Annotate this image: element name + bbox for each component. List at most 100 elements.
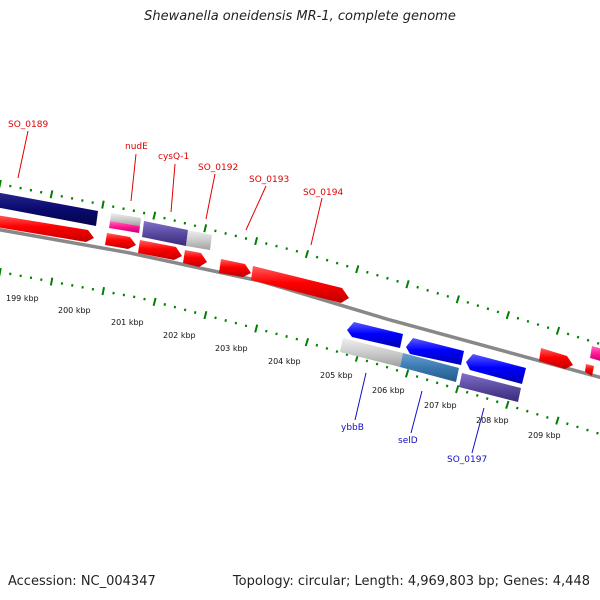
outer-minor-tick	[386, 276, 389, 280]
inner-tick-track	[0, 267, 599, 435]
outer-minor-tick	[224, 231, 227, 235]
gene-label-so0193[interactable]: SO_0193	[249, 175, 289, 185]
gene-label-so0197[interactable]: SO_0197	[447, 455, 487, 465]
gene-purple-cysq[interactable]	[142, 221, 188, 246]
outer-minor-tick	[526, 319, 530, 323]
inner-minor-tick	[525, 409, 529, 413]
inner-minor-tick	[143, 297, 146, 301]
outer-minor-tick	[446, 294, 450, 298]
gene-blue-3[interactable]	[466, 354, 526, 384]
gene-red-7[interactable]	[539, 348, 573, 369]
inner-minor-tick	[495, 400, 499, 404]
inner-major-tick	[254, 324, 259, 333]
gene-pink[interactable]	[109, 221, 140, 233]
inner-minor-tick	[586, 428, 589, 432]
inner-minor-tick	[315, 343, 319, 347]
inner-minor-tick	[295, 337, 299, 341]
outer-major-tick	[505, 310, 511, 320]
outer-minor-tick	[214, 229, 217, 233]
outer-tick-track	[0, 179, 600, 345]
outer-minor-tick	[315, 255, 319, 259]
gene-red-2[interactable]	[105, 233, 136, 249]
ruler-label: 202 kbp	[163, 331, 196, 340]
ruler-label: 204 kbp	[268, 357, 301, 366]
accession-text: Accession: NC_004347	[8, 574, 156, 589]
gene-navy[interactable]	[0, 191, 98, 226]
gene-red-5[interactable]	[219, 259, 251, 277]
inner-minor-tick	[515, 406, 519, 410]
inner-minor-tick	[214, 316, 217, 320]
ruler-label: 205 kbp	[320, 371, 353, 380]
gene-grey-nude[interactable]	[110, 213, 141, 226]
gene-red-6[interactable]	[251, 266, 349, 303]
genome-info-text: Topology: circular; Length: 4,969,803 bp…	[232, 574, 590, 589]
inner-minor-tick	[576, 425, 579, 429]
inner-minor-tick	[224, 319, 227, 322]
inner-minor-tick	[375, 362, 379, 366]
outer-minor-tick	[91, 201, 94, 204]
gene-steelblue-seld[interactable]	[400, 353, 459, 382]
inner-minor-tick	[445, 384, 449, 388]
inner-minor-tick	[385, 365, 389, 369]
gene-grey-so0192[interactable]	[186, 230, 212, 250]
inner-minor-tick	[60, 282, 64, 285]
outer-minor-tick	[81, 199, 84, 202]
gene-label-ybbb[interactable]: ybbB	[341, 423, 364, 433]
outer-minor-tick	[173, 219, 176, 223]
gene-label-nude[interactable]: nudE	[125, 142, 148, 152]
gene-red-1[interactable]	[0, 214, 94, 242]
gene-red-4[interactable]	[183, 250, 207, 267]
inner-minor-tick	[345, 353, 349, 357]
inner-major-tick	[505, 400, 510, 409]
reverse-genes	[340, 322, 526, 402]
inner-minor-tick	[335, 350, 339, 353]
outer-minor-tick	[496, 310, 500, 314]
inner-major-tick	[152, 297, 157, 306]
ruler-label: 207 kbp	[424, 401, 457, 410]
outer-minor-tick	[39, 190, 43, 194]
outer-minor-tick	[516, 316, 520, 320]
outer-minor-tick	[275, 244, 278, 248]
outer-minor-tick	[596, 341, 600, 345]
outer-minor-tick	[234, 234, 238, 238]
gene-purple-so0197[interactable]	[459, 373, 521, 402]
inner-minor-tick	[19, 274, 22, 278]
outer-minor-tick	[486, 307, 490, 311]
inner-minor-tick	[183, 308, 187, 312]
outer-minor-tick	[366, 270, 369, 274]
gene-red-3[interactable]	[138, 240, 182, 260]
inner-major-tick	[404, 369, 410, 378]
inner-major-tick	[0, 267, 2, 277]
inner-minor-tick	[465, 390, 469, 394]
outer-major-tick	[101, 200, 105, 209]
gene-grey-ybbb[interactable]	[340, 338, 403, 367]
outer-minor-tick	[112, 205, 115, 209]
gene-blue-1[interactable]	[347, 322, 403, 348]
outer-minor-tick	[285, 247, 288, 251]
inner-minor-tick	[425, 378, 429, 382]
inner-minor-tick	[71, 283, 74, 287]
outer-minor-tick	[476, 304, 480, 308]
gene-pink-2[interactable]	[590, 346, 600, 362]
outer-minor-tick	[244, 237, 248, 240]
outer-minor-tick	[193, 224, 197, 228]
outer-minor-tick	[416, 285, 419, 289]
inner-minor-tick	[536, 412, 539, 416]
gene-label-seld[interactable]: selD	[398, 436, 418, 446]
inner-minor-tick	[325, 346, 329, 350]
gene-label-so0192[interactable]: SO_0192	[198, 163, 238, 173]
gene-label-so0194[interactable]: SO_0194	[303, 188, 343, 198]
outer-minor-tick	[376, 273, 379, 277]
gene-blue-2[interactable]	[406, 338, 464, 365]
inner-minor-tick	[475, 394, 479, 397]
outer-major-tick	[304, 250, 310, 259]
gene-label-so0189[interactable]: SO_0189	[8, 120, 48, 130]
outer-minor-tick	[536, 323, 540, 327]
inner-major-tick	[101, 287, 105, 296]
outer-minor-tick	[70, 196, 74, 200]
ruler-label: 208 kbp	[476, 416, 509, 425]
gene-red-8[interactable]	[585, 364, 594, 376]
gene-label-cysq1[interactable]: cysQ-1	[158, 152, 189, 162]
forward-leader-lines	[17, 130, 323, 246]
